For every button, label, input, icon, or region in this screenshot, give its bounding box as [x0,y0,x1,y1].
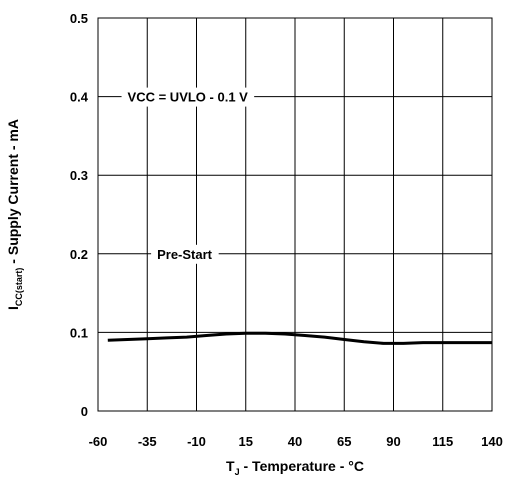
x-tick-label: 90 [386,434,400,449]
x-axis-title-sub: J [235,467,240,477]
y-tick-label: 0 [81,404,88,419]
y-tick-label: 0.1 [70,325,88,340]
curve-layer [107,331,492,345]
x-tick-label: -35 [138,434,157,449]
annotation-background [121,87,255,107]
y-tick-label: 0.5 [70,11,88,26]
x-tick-label: 15 [239,434,253,449]
annotations: VCC = UVLO - 0.1 V Pre-Start [121,87,255,264]
annotation-label: Pre-Start [157,247,213,262]
x-axis-title-main: T [226,458,235,474]
y-tick-label: 0.4 [70,90,89,105]
y-tick-labels: 0 0.1 0.2 0.3 0.4 0.5 [70,11,89,419]
annotation-label: VCC = UVLO - 0.1 V [128,90,249,105]
x-tick-label: 140 [481,434,503,449]
series-line [107,331,492,345]
plot-frame [97,17,493,412]
x-tick-label: 40 [288,434,302,449]
y-tick-label: 0.2 [70,247,88,262]
x-tick-label: 115 [432,434,453,449]
y-axis-title-sub: CC(start) [14,268,24,307]
grid [97,17,493,412]
y-axis-title: ICC(start) - Supply Current - mA [5,119,24,310]
x-tick-label: 65 [337,434,351,449]
x-tick-label: -60 [89,434,108,449]
x-axis-title-rest: - Temperature - °C [240,458,364,474]
annotation-background [151,244,219,264]
y-tick-label: 0.3 [70,168,88,183]
x-axis-title: TJ - Temperature - °C [226,458,364,477]
y-axis-title-rest: - Supply Current - mA [5,119,21,268]
y-axis-title-main: I [5,306,21,310]
x-tick-labels: -60 -35 -10 15 40 65 90 115 140 [89,434,503,449]
x-tick-label: -10 [187,434,206,449]
